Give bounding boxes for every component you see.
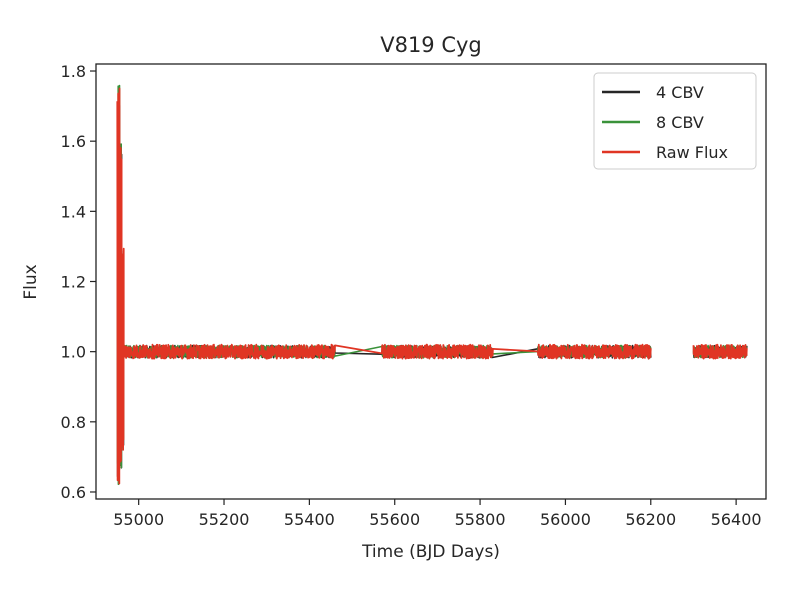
chart-title: V819 Cyg bbox=[380, 33, 482, 57]
y-tick-label: 1.2 bbox=[61, 273, 86, 292]
x-tick-label: 56400 bbox=[711, 510, 762, 529]
y-axis: 0.6 0.8 1.0 1.2 1.4 1.6 1.8 bbox=[61, 62, 96, 502]
x-axis: 55000 55200 55400 55600 55800 56000 56200 56400 bbox=[113, 499, 762, 529]
y-tick-label: 1.4 bbox=[61, 202, 86, 221]
x-tick-label: 55600 bbox=[369, 510, 420, 529]
x-tick-label: 55000 bbox=[113, 510, 164, 529]
y-tick-label: 0.8 bbox=[61, 413, 86, 432]
x-tick-label: 56000 bbox=[540, 510, 591, 529]
y-tick-label: 1.0 bbox=[61, 343, 86, 362]
series-line-raw-flux bbox=[116, 87, 748, 485]
x-tick-label: 55200 bbox=[199, 510, 250, 529]
legend-label-8cbv: 8 CBV bbox=[656, 113, 704, 132]
legend-label-raw-flux: Raw Flux bbox=[656, 143, 728, 162]
legend-label-4cbv: 4 CBV bbox=[656, 83, 704, 102]
legend: 4 CBV 8 CBV Raw Flux bbox=[593, 72, 757, 170]
y-axis-label: Flux bbox=[21, 264, 41, 299]
x-tick-label: 55800 bbox=[455, 510, 506, 529]
x-tick-label: 55400 bbox=[284, 510, 335, 529]
series-layer bbox=[116, 84, 748, 486]
legend-box bbox=[593, 72, 757, 170]
y-tick-label: 1.8 bbox=[61, 62, 86, 81]
x-tick-label: 56200 bbox=[625, 510, 676, 529]
x-axis-label: Time (BJD Days) bbox=[361, 542, 500, 562]
y-tick-label: 1.6 bbox=[61, 132, 86, 151]
y-tick-label: 0.6 bbox=[61, 483, 86, 502]
